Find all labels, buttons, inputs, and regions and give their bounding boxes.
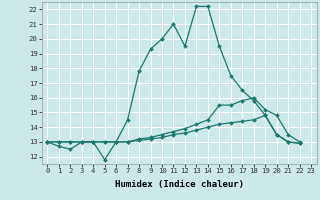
- X-axis label: Humidex (Indice chaleur): Humidex (Indice chaleur): [115, 180, 244, 189]
